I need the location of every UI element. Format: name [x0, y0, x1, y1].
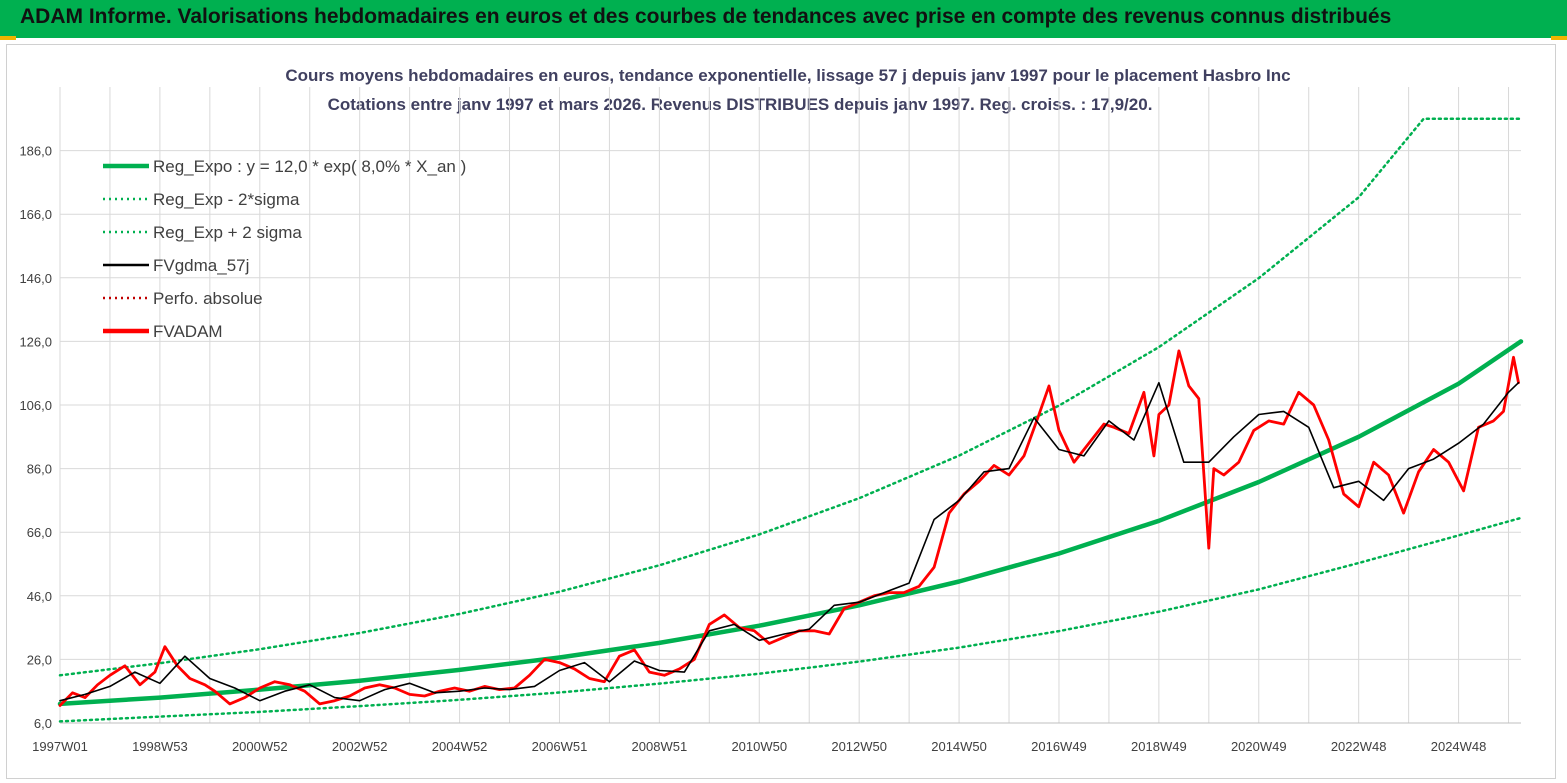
x-tick-label: 2016W49 — [1031, 739, 1087, 754]
series-reg-plus-2sigma — [58, 117, 1523, 677]
x-tick-label: 2008W51 — [632, 739, 688, 754]
x-tick-label: 2002W52 — [332, 739, 388, 754]
chart-title: Cours moyens hebdomadaires en euros, ten… — [285, 66, 1290, 85]
y-tick-label: 86,0 — [27, 462, 52, 477]
axes: 6,0 26,0 46,0 66,0 86,0 106,0 126,0 146,0 166,0 1… — [19, 144, 1521, 754]
x-tick-label: 2004W52 — [432, 739, 488, 754]
x-tick-label: 2024W48 — [1431, 739, 1487, 754]
y-tick-label: 166,0 — [19, 207, 52, 222]
chart-subtitle: Cotations entre janv 1997 et mars 2026. … — [328, 95, 1153, 114]
banner-accent-right — [1551, 36, 1567, 40]
x-tick-label: 2006W51 — [532, 739, 588, 754]
banner-accent-left — [0, 36, 16, 40]
series-fvgdma-57j — [59, 381, 1520, 702]
y-tick-label: 126,0 — [19, 334, 52, 349]
grid — [59, 87, 1521, 724]
x-tick-label: 2018W49 — [1131, 739, 1187, 754]
x-tick-label: 2012W50 — [831, 739, 887, 754]
x-tick-label: 2000W52 — [232, 739, 288, 754]
line-chart: Cours moyens hebdomadaires en euros, ten… — [19, 66, 1524, 754]
x-tick-label: 2020W49 — [1231, 739, 1287, 754]
legend-label: Perfo. absolue — [153, 289, 263, 308]
x-tick-label: 2010W50 — [731, 739, 787, 754]
chart-frame: Cours moyens hebdomadaires en euros, ten… — [6, 44, 1556, 779]
legend-label: Reg_Exp - 2*sigma — [153, 190, 300, 209]
x-tick-label: 2022W48 — [1331, 739, 1387, 754]
legend-label: FVgdma_57j — [153, 256, 249, 275]
legend: Reg_Expo : y = 12,0 * exp( 8,0% * X_an )… — [103, 157, 466, 341]
y-tick-label: 186,0 — [19, 144, 52, 159]
title-banner: ADAM Informe. Valorisations hebdomadaire… — [0, 0, 1567, 38]
y-tick-label: 146,0 — [19, 271, 52, 286]
legend-label: Reg_Exp + 2 sigma — [153, 223, 302, 242]
y-tick-label: 66,0 — [27, 525, 52, 540]
y-tick-label: 6,0 — [34, 716, 52, 731]
y-tick-label: 46,0 — [27, 589, 52, 604]
legend-label: FVADAM — [153, 322, 223, 341]
x-tick-label: 2014W50 — [931, 739, 987, 754]
report-title: ADAM Informe. Valorisations hebdomadaire… — [20, 5, 1392, 28]
y-tick-label: 106,0 — [19, 398, 52, 413]
series-fvadam — [58, 349, 1520, 707]
series-reg-minus-2sigma — [58, 516, 1523, 723]
x-tick-label: 1998W53 — [132, 739, 188, 754]
legend-label: Reg_Expo : y = 12,0 * exp( 8,0% * X_an ) — [153, 157, 466, 176]
series-layer — [57, 117, 1524, 723]
x-tick-label: 1997W01 — [32, 739, 88, 754]
y-tick-label: 26,0 — [27, 652, 52, 667]
